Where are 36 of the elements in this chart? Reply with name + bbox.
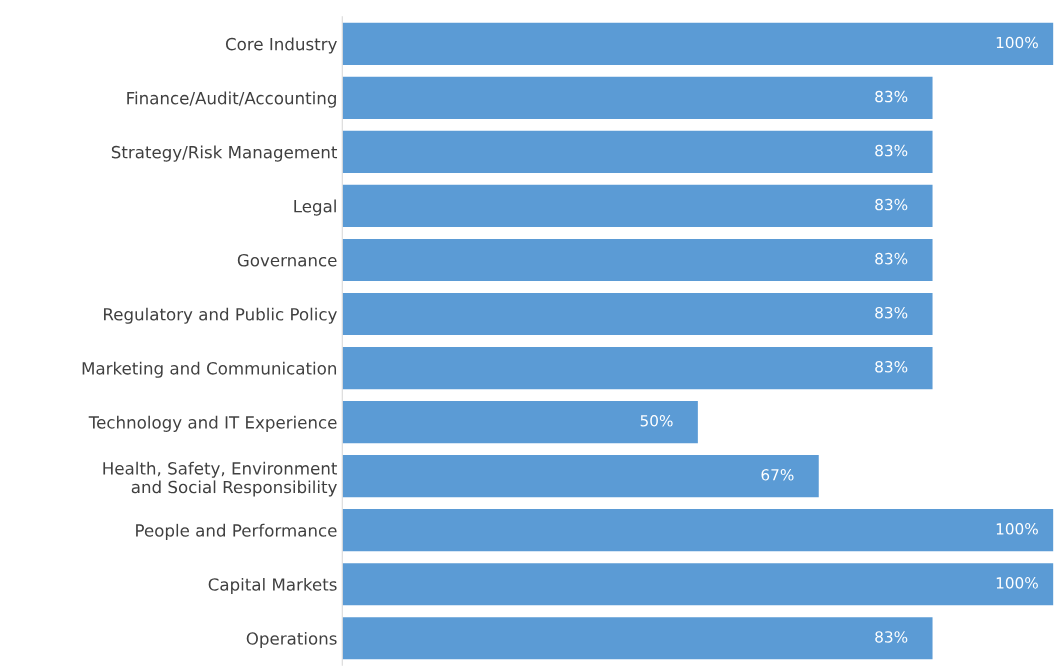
- y-tick-label: Operations: [246, 631, 337, 649]
- data-label: 83%: [875, 252, 908, 265]
- data-label: 100%: [996, 577, 1038, 589]
- bar: [342, 617, 933, 660]
- y-tick-label: Governance: [237, 253, 337, 267]
- bar: [342, 509, 1054, 552]
- bar: [342, 401, 698, 444]
- y-tick-label: Strategy/Risk Management: [111, 145, 338, 162]
- bar: [342, 22, 1054, 65]
- bar: [342, 346, 933, 390]
- data-label: 83%: [875, 631, 908, 643]
- bar: [342, 76, 933, 119]
- data-label: 100%: [996, 36, 1038, 49]
- data-label: 50%: [640, 414, 673, 427]
- bar: [342, 184, 933, 228]
- data-label: 83%: [875, 90, 908, 103]
- data-label: 83%: [875, 360, 908, 373]
- y-tick-label: Legal: [294, 199, 336, 216]
- data-label: 83%: [875, 198, 908, 211]
- data-label: 67%: [761, 469, 794, 481]
- bar: [342, 292, 933, 336]
- bar: [342, 455, 819, 498]
- y-tick-label: Technology and IT Experience: [88, 415, 337, 432]
- y-tick-label: Core Industry: [225, 37, 337, 54]
- y-tick-label: Finance/Audit/Accounting: [127, 91, 336, 108]
- bar: [342, 130, 933, 173]
- y-tick-label: Marketing and Communication: [82, 361, 337, 378]
- y-tick-label: People and Performance: [136, 523, 337, 540]
- data-label: 100%: [996, 523, 1038, 535]
- bar: [342, 238, 933, 282]
- y-tick-label: Capital Markets: [208, 577, 337, 595]
- data-label: 83%: [875, 306, 908, 319]
- y-tick-label: Health, Safety, Environment and Social Responsibility: [103, 461, 338, 497]
- y-tick-label: Regulatory and Public Policy: [104, 307, 337, 324]
- bar: [342, 563, 1054, 606]
- data-label: 83%: [875, 144, 908, 157]
